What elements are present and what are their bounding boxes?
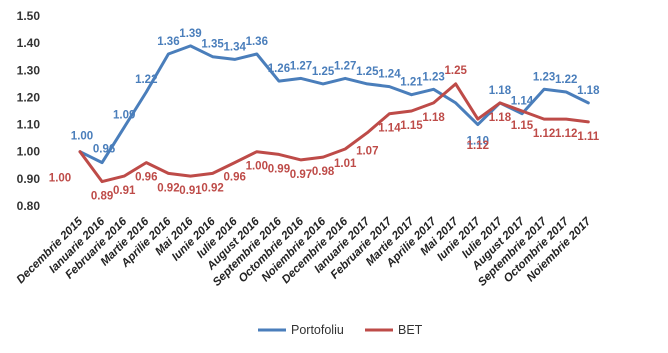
data-label-portofoliu: 1.10: [467, 136, 489, 148]
data-label-bet: 1.00: [49, 173, 71, 185]
data-label-bet: 1.12: [467, 140, 489, 152]
y-tick-label: 0.90: [17, 172, 41, 186]
data-label-portofoliu: 0.96: [93, 144, 115, 156]
data-label-bet: 1.00: [246, 161, 268, 173]
data-label-bet: 1.01: [334, 158, 357, 170]
data-label-bet: 1.18: [422, 112, 445, 124]
data-label-portofoliu: 1.26: [268, 63, 290, 75]
y-tick-label: 0.80: [17, 199, 41, 213]
data-label-portofoliu: 1.34: [224, 41, 247, 53]
data-label-portofoliu: 1.35: [201, 39, 224, 51]
data-label-portofoliu: 1.25: [312, 66, 335, 78]
data-label-portofoliu: 1.21: [400, 77, 423, 89]
data-label-portofoliu: 1.24: [378, 69, 401, 81]
data-label-bet: 0.92: [201, 182, 223, 194]
data-label-portofoliu: 1.36: [246, 36, 268, 48]
y-tick-label: 1.20: [17, 90, 41, 104]
data-label-bet: 0.91: [113, 185, 136, 197]
data-label-portofoliu: 1.09: [113, 109, 135, 121]
data-label-bet: 0.89: [91, 191, 113, 203]
data-label-bet: 1.07: [356, 146, 378, 158]
data-label-bet: 1.12: [555, 128, 577, 140]
data-label-bet: 0.91: [179, 185, 202, 197]
data-label-portofoliu: 1.39: [179, 28, 201, 40]
data-label-portofoliu: 1.22: [135, 74, 157, 86]
data-label-portofoliu: 1.00: [71, 131, 93, 143]
series-line-bet: [78, 82, 590, 184]
data-label-portofoliu: 1.25: [356, 66, 379, 78]
y-tick-label: 1.40: [17, 36, 41, 50]
data-label-bet: 0.97: [290, 169, 312, 181]
y-tick-label: 1.50: [17, 9, 41, 23]
data-label-portofoliu: 1.18: [577, 85, 600, 97]
data-label-portofoliu: 1.14: [511, 96, 534, 108]
data-label-bet: 0.92: [157, 182, 179, 194]
data-label-portofoliu: 1.23: [533, 71, 555, 83]
legend-label-bet: BET: [398, 323, 423, 337]
data-label-bet: 1.15: [400, 120, 423, 132]
data-label-portofoliu: 1.27: [290, 60, 312, 72]
data-label-bet: 0.98: [312, 166, 335, 178]
data-label-bet: 1.18: [489, 112, 512, 124]
data-label-portofoliu: 1.23: [422, 71, 444, 83]
data-label-bet: 1.11: [577, 131, 599, 143]
data-label-bet: 1.15: [511, 120, 534, 132]
data-label-bet: 1.14: [378, 123, 401, 135]
data-label-bet: 0.99: [268, 163, 290, 175]
data-label-bet: 0.96: [224, 172, 246, 184]
y-tick-label: 1.10: [17, 118, 41, 132]
data-label-bet: 1.25: [445, 65, 468, 77]
y-tick-label: 1.30: [17, 63, 41, 77]
data-label-portofoliu: 1.27: [334, 60, 356, 72]
data-label-portofoliu: 1.22: [555, 74, 577, 86]
data-label-bet: 1.12: [533, 128, 555, 140]
legend-label-portofoliu: Portofoliu: [291, 323, 344, 337]
y-tick-label: 1.00: [17, 145, 41, 159]
data-label-bet: 0.96: [135, 172, 157, 184]
data-label-portofoliu: 1.18: [489, 85, 512, 97]
data-label-portofoliu: 1.36: [157, 36, 179, 48]
